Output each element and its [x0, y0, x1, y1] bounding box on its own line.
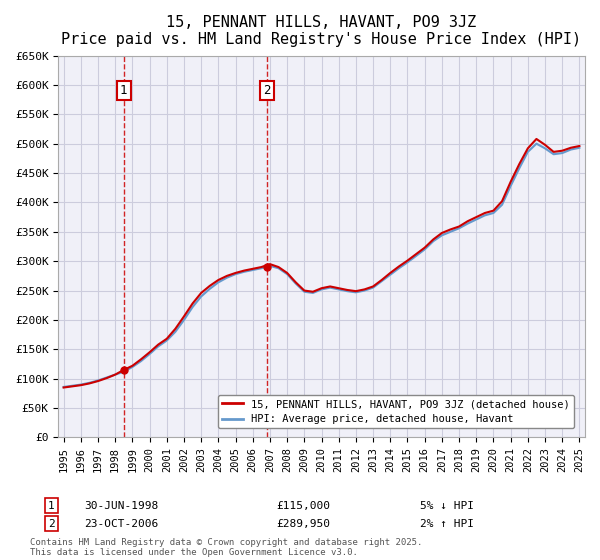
Text: 23-OCT-2006: 23-OCT-2006	[84, 519, 158, 529]
Text: £289,950: £289,950	[276, 519, 330, 529]
Text: 2: 2	[48, 519, 55, 529]
Text: 5% ↓ HPI: 5% ↓ HPI	[420, 501, 474, 511]
Text: 2: 2	[263, 84, 271, 97]
Text: 30-JUN-1998: 30-JUN-1998	[84, 501, 158, 511]
Text: Contains HM Land Registry data © Crown copyright and database right 2025.
This d: Contains HM Land Registry data © Crown c…	[30, 538, 422, 557]
Text: 1: 1	[48, 501, 55, 511]
Text: £115,000: £115,000	[276, 501, 330, 511]
Legend: 15, PENNANT HILLS, HAVANT, PO9 3JZ (detached house), HPI: Average price, detache: 15, PENNANT HILLS, HAVANT, PO9 3JZ (deta…	[218, 395, 574, 428]
Text: 1: 1	[120, 84, 128, 97]
Text: 2% ↑ HPI: 2% ↑ HPI	[420, 519, 474, 529]
Title: 15, PENNANT HILLS, HAVANT, PO9 3JZ
Price paid vs. HM Land Registry's House Price: 15, PENNANT HILLS, HAVANT, PO9 3JZ Price…	[61, 15, 581, 48]
